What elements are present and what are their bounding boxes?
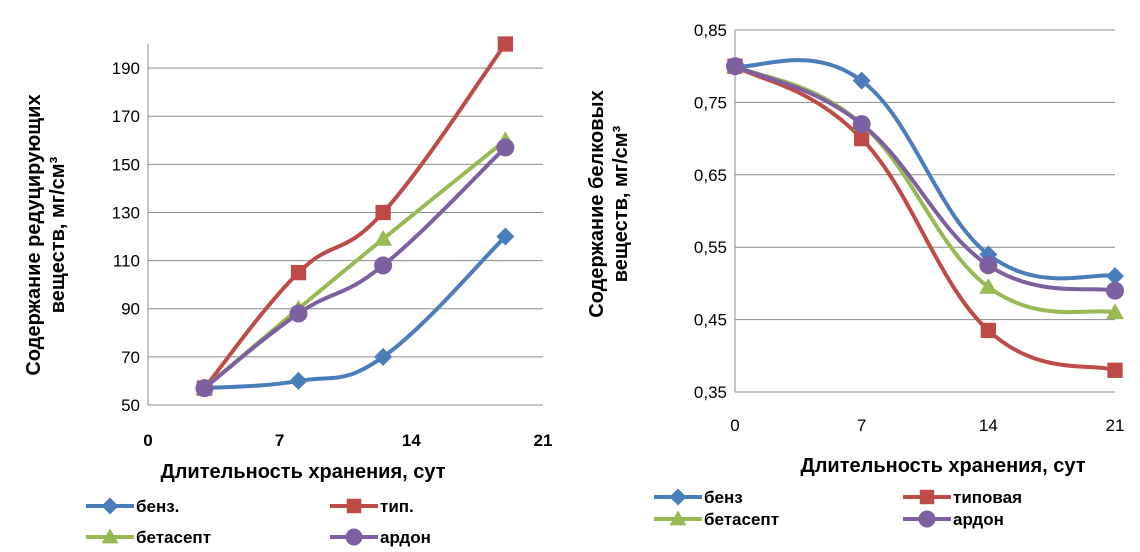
legend-item-ардон: ардон xyxy=(903,510,1004,529)
y-tick-label: 0,85 xyxy=(694,21,727,40)
legend-label: бетасепт xyxy=(704,510,779,529)
series-бенз xyxy=(726,57,1124,286)
series-тип xyxy=(196,36,514,396)
legend-marker xyxy=(101,497,119,515)
data-point-ардон xyxy=(1106,281,1124,300)
legend-marker xyxy=(918,510,936,528)
x-axis-label: Длительность хранения, сут xyxy=(160,461,445,483)
legend-marker xyxy=(669,510,687,526)
legend-label: бетасепт xyxy=(136,528,211,547)
y-tick-label: 130 xyxy=(112,203,140,222)
series-ардон xyxy=(726,57,1124,300)
y-tick-label: 0,55 xyxy=(694,238,727,257)
data-point-бенз xyxy=(289,371,308,390)
x-tick-label: 7 xyxy=(857,416,866,435)
y-tick-label: 0,45 xyxy=(694,311,727,330)
legend-label: типовая xyxy=(953,488,1022,507)
y-tick-label: 170 xyxy=(112,107,140,126)
y-tick-label: 150 xyxy=(112,155,140,174)
data-point-бетасепт xyxy=(374,229,393,246)
series-line-бенз xyxy=(734,58,1116,281)
data-point-ардон xyxy=(852,115,871,134)
y-tick-label: 70 xyxy=(121,348,140,367)
y-axis-label: Содержание белковых веществ, мг/см³ xyxy=(586,90,632,317)
legend-item-типовая: типовая xyxy=(903,488,1022,507)
x-tick-label: 21 xyxy=(1106,416,1125,435)
data-point-бетасепт xyxy=(979,278,998,294)
legend-marker xyxy=(345,528,363,546)
legend-item-ардон: ардон xyxy=(330,528,431,547)
chart-reducing-substances: 50 70 90 110 130 150 170 190 0 7 14 21 Длительность … xyxy=(23,36,552,547)
series-line-типовая xyxy=(734,64,1116,373)
legend-item-бетасепт: бетасепт xyxy=(654,510,779,529)
x-tick-label: 0 xyxy=(143,431,152,450)
legend-marker xyxy=(669,488,687,506)
x-tick-label: 0 xyxy=(730,416,739,435)
x-tick-label: 14 xyxy=(402,431,421,450)
y-tick-label: 90 xyxy=(121,300,140,319)
data-point-ардон xyxy=(289,304,308,323)
series-ардон xyxy=(195,138,515,398)
data-point-тип xyxy=(290,264,307,281)
data-point-типовая xyxy=(1107,362,1123,378)
y-tick-label: 50 xyxy=(121,396,140,415)
x-tick-label: 21 xyxy=(534,431,553,450)
data-point-бетасепт xyxy=(1106,303,1124,320)
data-point-бенз xyxy=(1106,267,1124,286)
series-типовая xyxy=(727,58,1123,378)
x-axis-label: Длительность хранения, сут xyxy=(800,455,1085,477)
data-point-тип xyxy=(497,36,514,52)
y-axis-label-line: Содержание редуцирующих xyxy=(23,94,45,375)
legend-label: тип. xyxy=(380,497,414,516)
data-point-ардон xyxy=(979,256,998,275)
x-tick-label: 7 xyxy=(275,431,284,450)
legend-item-бетасепт: бетасепт xyxy=(86,528,211,547)
y-axis-label-line: веществ, мг/см³ xyxy=(47,156,69,313)
y-tick-label: 0,65 xyxy=(694,166,727,185)
series-line-бетасепт xyxy=(734,64,1116,315)
data-point-ардон xyxy=(195,379,214,398)
series-line-ардон xyxy=(203,146,507,390)
series-line-тип xyxy=(202,42,507,390)
data-point-тип xyxy=(375,204,391,221)
legend-item-бенз: бенз. xyxy=(86,497,179,516)
y-axis-label-line: веществ, мг/см³ xyxy=(610,125,632,282)
legend-marker xyxy=(346,498,362,514)
data-point-ардон xyxy=(374,256,393,275)
chart-protein-substances: 0,35 0,45 0,55 0,65 0,75 0,85 0 7 14 21 Длительнос… xyxy=(586,21,1124,529)
x-tick-label: 14 xyxy=(979,416,998,435)
series-line-бенз xyxy=(204,235,507,391)
legend-label: ардон xyxy=(953,510,1004,529)
y-tick-label: 190 xyxy=(112,59,140,78)
legend-item-тип: тип. xyxy=(330,497,414,516)
data-point-типовая xyxy=(980,322,996,339)
data-point-типовая xyxy=(854,130,870,147)
legend-marker xyxy=(101,528,119,544)
legend-marker xyxy=(919,489,935,505)
data-point-бенз xyxy=(374,347,393,366)
legend-label: бенз xyxy=(704,488,743,507)
data-point-бенз xyxy=(852,71,871,90)
legend-label: ардон xyxy=(380,528,431,547)
series-line-ардон xyxy=(734,64,1116,293)
legend-item-бенз: бенз xyxy=(654,488,743,507)
data-point-ардон xyxy=(496,138,515,157)
y-axis-label-line: Содержание белковых xyxy=(586,90,608,317)
series-бенз xyxy=(195,227,515,398)
legend-label: бенз. xyxy=(136,497,179,516)
data-point-бенз xyxy=(496,227,515,246)
y-tick-label: 0,35 xyxy=(694,383,727,402)
y-tick-label: 0,75 xyxy=(694,93,727,112)
data-point-ардон xyxy=(726,57,744,76)
y-tick-label: 110 xyxy=(113,252,140,271)
y-axis-label: Содержание редуцирующих веществ, мг/см³ xyxy=(23,94,69,375)
